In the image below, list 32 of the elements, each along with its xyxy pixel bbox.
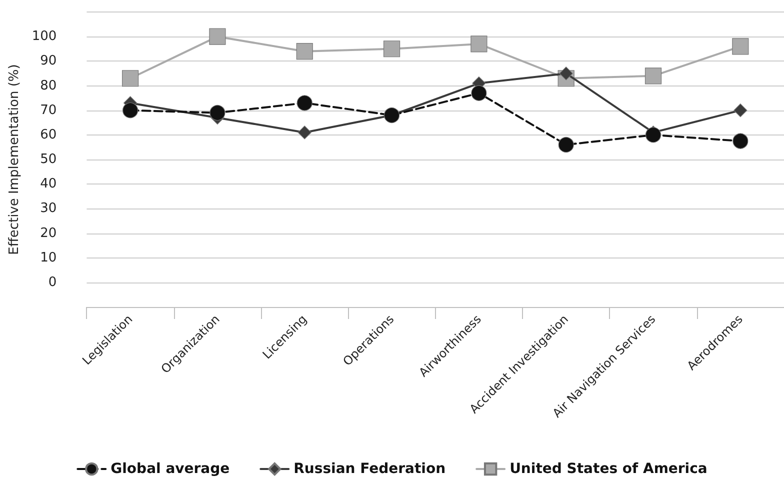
point bbox=[296, 95, 312, 111]
legend-label: Russian Federation bbox=[294, 461, 446, 477]
y-tick-label: 90 bbox=[40, 54, 57, 69]
point bbox=[471, 85, 487, 101]
point bbox=[558, 136, 574, 153]
y-tick-label: 30 bbox=[40, 201, 57, 216]
point bbox=[732, 38, 749, 55]
point bbox=[732, 133, 748, 149]
y-tick-label: 40 bbox=[40, 176, 57, 192]
point bbox=[734, 104, 748, 118]
y-tick-label: 50 bbox=[40, 152, 57, 167]
point bbox=[209, 28, 226, 45]
point bbox=[122, 70, 139, 87]
legend-label: United States of America bbox=[510, 461, 708, 477]
y-axis-title: Effective Implementation (%) bbox=[7, 64, 22, 255]
point bbox=[644, 68, 662, 84]
point bbox=[298, 126, 312, 140]
point bbox=[122, 102, 138, 118]
point bbox=[210, 104, 226, 121]
point bbox=[296, 43, 313, 60]
y-tick-label: 20 bbox=[40, 226, 57, 241]
y-tick-label: 10 bbox=[40, 250, 57, 266]
y-tick-label: 0 bbox=[48, 274, 57, 290]
y-tick-label: 80 bbox=[40, 78, 57, 94]
y-tick-label: 100 bbox=[32, 29, 57, 44]
point bbox=[470, 36, 488, 52]
y-tick-label: 70 bbox=[40, 102, 57, 118]
y-tick-label: 60 bbox=[40, 127, 57, 142]
point bbox=[559, 66, 573, 80]
legend-label: Global average bbox=[110, 461, 230, 477]
point bbox=[645, 127, 662, 143]
point bbox=[383, 40, 400, 58]
